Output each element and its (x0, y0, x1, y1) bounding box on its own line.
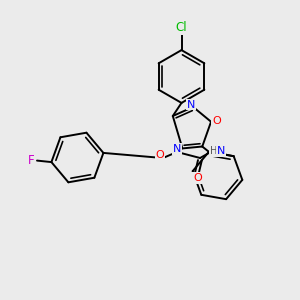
Text: F: F (28, 154, 34, 167)
Text: N: N (187, 100, 195, 110)
Text: H: H (210, 146, 217, 156)
Text: N: N (217, 146, 225, 156)
Text: O: O (193, 173, 202, 183)
Text: Cl: Cl (176, 21, 187, 34)
Text: O: O (155, 150, 164, 160)
Text: N: N (173, 144, 181, 154)
Text: O: O (212, 116, 221, 126)
